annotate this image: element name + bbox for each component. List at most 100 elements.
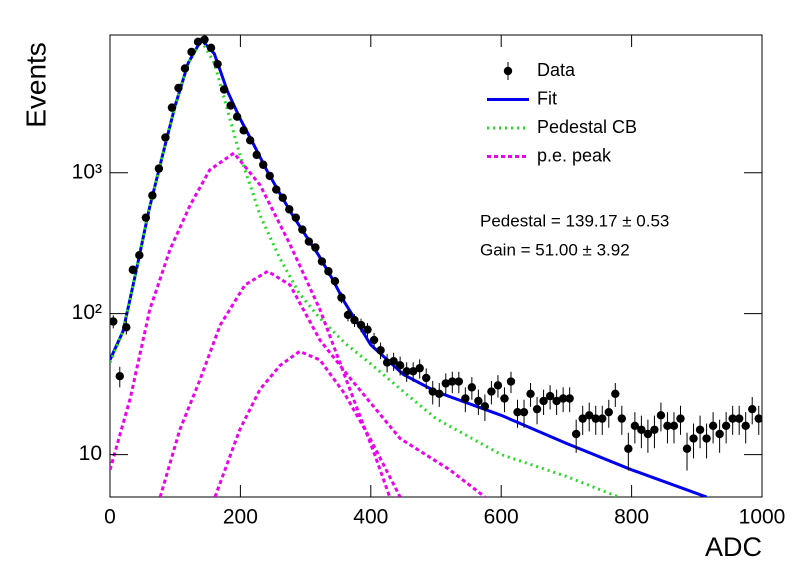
- data-point: [291, 213, 301, 222]
- data-point: [369, 335, 379, 345]
- annotation: Gain = 51.00 ± 3.92: [480, 240, 630, 259]
- data-point: [545, 391, 555, 401]
- data-point: [272, 185, 281, 194]
- data-point: [526, 389, 535, 399]
- data-point: [565, 394, 574, 403]
- plot-frame: [109, 34, 763, 498]
- data-point: [304, 237, 314, 246]
- data-point: [402, 367, 411, 376]
- data-point: [748, 404, 757, 414]
- data-point: [115, 371, 124, 381]
- data-point: [656, 411, 666, 420]
- data-point: [382, 358, 392, 367]
- data-point: [298, 225, 307, 234]
- data-point: [141, 213, 151, 222]
- data-point: [682, 444, 692, 453]
- data-point: [441, 379, 450, 388]
- data-point: [624, 444, 633, 453]
- data-point: [200, 35, 209, 44]
- data-point: [552, 396, 561, 406]
- data-point: [558, 394, 568, 403]
- data-point: [480, 402, 490, 411]
- legend-marker: [503, 66, 513, 76]
- x-tick-label: 800: [614, 506, 649, 529]
- data-point: [676, 414, 685, 423]
- data-point: [232, 112, 242, 121]
- y-axis-label: Events: [20, 42, 51, 128]
- x-tick-label: 0: [104, 506, 116, 529]
- data-point: [454, 377, 464, 386]
- legend-label: Pedestal CB: [537, 117, 637, 137]
- data-point: [611, 389, 620, 399]
- annotation: Pedestal = 139.17 ± 0.53: [480, 211, 669, 230]
- data-point: [167, 103, 177, 112]
- data-point: [487, 387, 496, 396]
- data-point: [650, 425, 659, 434]
- data-point: [734, 414, 744, 423]
- data-point: [174, 83, 183, 93]
- data-point: [689, 434, 698, 443]
- data-point: [695, 425, 705, 434]
- data-point: [161, 133, 170, 142]
- data-point: [226, 101, 235, 110]
- x-tick-label: 600: [484, 506, 519, 529]
- x-tick-label: 200: [223, 506, 258, 529]
- data-point: [285, 205, 294, 214]
- data-point: [630, 421, 640, 431]
- data-point: [356, 320, 366, 330]
- data-point: [206, 43, 216, 53]
- data-point: [311, 243, 320, 252]
- fit-curve: [110, 37, 708, 497]
- data-point: [415, 364, 424, 373]
- x-tick-label: 1000: [739, 506, 786, 529]
- x-tick-label: 400: [353, 506, 388, 529]
- pe-peak-curve: [213, 349, 402, 497]
- data-point: [122, 323, 131, 332]
- data-point: [721, 421, 731, 431]
- data-point: [728, 414, 737, 423]
- data-point: [252, 150, 261, 160]
- data-point: [506, 377, 516, 386]
- data-point: [519, 407, 529, 417]
- data-point: [278, 193, 287, 202]
- legend-label: Fit: [537, 88, 557, 108]
- data-point: [493, 381, 503, 390]
- data-point: [350, 315, 359, 325]
- y-tick-label: 10: [79, 442, 102, 465]
- pe-peak-curve: [158, 269, 486, 497]
- data-point: [337, 293, 346, 302]
- data-point: [180, 64, 190, 73]
- data-point: [435, 389, 444, 399]
- pe-peak-curve: [110, 151, 392, 497]
- data-point: [239, 126, 248, 135]
- data-point: [598, 414, 607, 423]
- data-point: [324, 267, 333, 276]
- data-point: [389, 356, 398, 366]
- data-point: [148, 191, 157, 200]
- data-point: [643, 429, 653, 439]
- y-tick-label: 10³: [72, 160, 102, 183]
- data-point: [187, 47, 196, 57]
- data-point: [330, 277, 340, 286]
- data-point: [663, 421, 672, 431]
- data-point: [245, 136, 255, 145]
- data-point: [193, 37, 203, 47]
- legend-label: p.e. peak: [537, 145, 612, 165]
- data-point: [428, 387, 437, 396]
- legend-label: Data: [537, 60, 576, 80]
- data-point: [513, 407, 522, 417]
- data-point: [265, 171, 274, 181]
- data-point: [259, 160, 268, 169]
- data-point: [669, 421, 679, 431]
- data-point: [604, 407, 613, 417]
- data-point: [408, 367, 418, 376]
- data-point: [715, 429, 724, 439]
- data-point: [539, 396, 548, 406]
- data-point: [154, 164, 164, 173]
- data-point: [219, 85, 229, 94]
- data-point: [422, 373, 431, 383]
- data-point: [585, 411, 594, 420]
- data-point: [637, 425, 646, 434]
- data-point: [617, 414, 627, 423]
